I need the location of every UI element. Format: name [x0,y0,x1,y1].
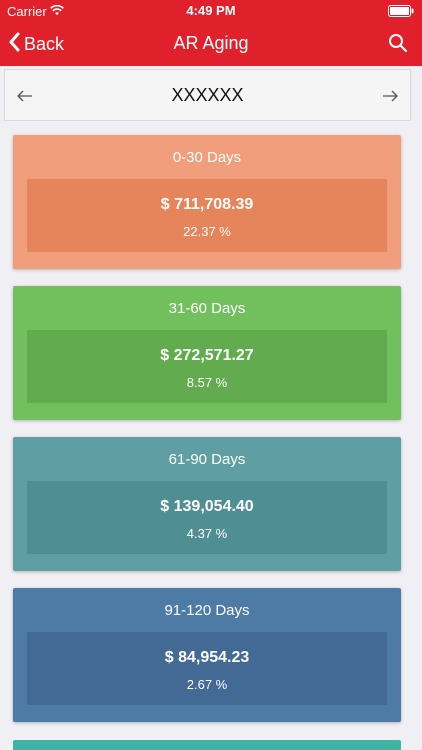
card-percent: 22.37 % [183,224,231,239]
next-aging-card-partial[interactable] [13,740,401,750]
entity-selector: XXXXXX [4,69,411,121]
aging-card-91-120[interactable]: 91-120 Days $ 84,954.23 2.67 % [13,588,401,722]
card-percent: 2.67 % [186,677,228,692]
status-time: 4:49 PM [186,3,236,18]
carrier-label: Carrier [7,4,47,19]
search-icon [388,34,408,57]
navigation-bar: Back AR Aging [0,22,422,66]
card-amount: $ 139,054.40 [160,498,254,515]
chevron-left-icon [8,32,20,57]
card-title: 31-60 Days [168,300,246,317]
status-bar: Carrier 4:49 PM [0,0,422,22]
back-button[interactable]: Back [8,32,64,56]
aging-card-61-90[interactable]: 61-90 Days $ 139,054.40 4.37 % [13,437,401,571]
wifi-icon [50,4,64,19]
previous-button[interactable] [15,86,35,106]
card-summary: $ 84,954.23 2.67 % [27,632,387,705]
arrow-right-icon [380,90,400,110]
card-summary: $ 272,571.27 8.57 % [27,330,387,403]
arrow-left-icon [15,90,35,110]
top-bar: Carrier 4:49 PM Back AR A [0,0,422,66]
card-amount: $ 84,954.23 [164,649,250,666]
card-summary: $ 139,054.40 4.37 % [27,481,387,554]
back-label: Back [24,33,65,54]
selector-label: XXXXXX [171,85,244,105]
card-amount: $ 711,708.39 [160,196,254,213]
aging-card-31-60[interactable]: 31-60 Days $ 272,571.27 8.57 % [13,286,401,420]
aging-card-0-30[interactable]: 0-30 Days $ 711,708.39 22.37 % [13,135,401,269]
search-button[interactable] [388,33,410,55]
card-title: 61-90 Days [168,451,246,468]
next-button[interactable] [380,86,400,106]
battery-icon [388,5,414,20]
card-amount: $ 272,571.27 [160,347,254,364]
card-summary: $ 711,708.39 22.37 % [27,179,387,252]
card-percent: 8.57 % [186,375,228,390]
card-title: 0-30 Days [172,149,242,166]
card-title: 91-120 Days [164,602,250,619]
card-percent: 4.37 % [186,526,228,541]
